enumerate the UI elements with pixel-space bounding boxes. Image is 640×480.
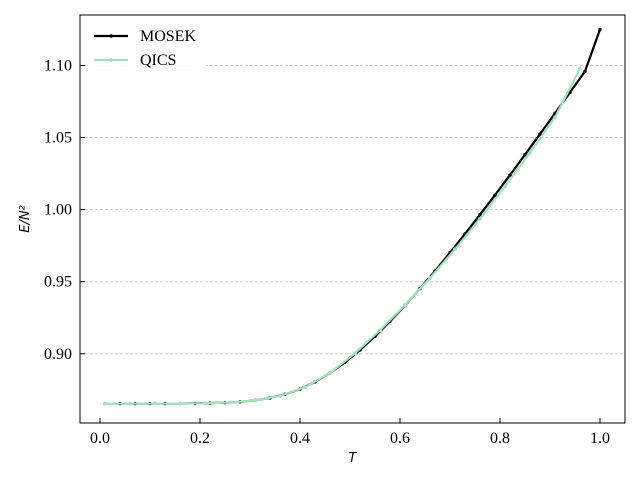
data-point (403, 303, 407, 307)
legend-item-qics: QICS (94, 52, 176, 69)
x-tick-label: 0.2 (190, 430, 210, 447)
data-point (103, 401, 107, 406)
plot-frame (79, 14, 626, 424)
grid-lines (80, 65, 625, 355)
data-point (178, 401, 182, 406)
y-tick-label: 1.10 (44, 57, 72, 74)
data-point (598, 27, 602, 32)
legend-background (86, 22, 206, 72)
data-point (228, 400, 232, 405)
x-axis: 0.0 0.2 0.4 0.6 0.8 1.0 (90, 418, 610, 447)
series-line (103, 67, 582, 405)
legend-swatch-marker (109, 34, 113, 38)
x-axis-label: T (349, 451, 358, 466)
data-point (453, 247, 457, 252)
y-tick-label: 1.00 (44, 202, 72, 219)
data-point (478, 212, 482, 217)
y-tick-label: 0.90 (44, 346, 72, 363)
legend-label: QICS (140, 52, 176, 69)
data-point (523, 153, 527, 157)
x-tick-label: 0.4 (290, 430, 310, 447)
data-point (428, 276, 432, 280)
series-line (103, 28, 602, 405)
legend-swatch-marker (109, 58, 113, 62)
data-point (378, 328, 382, 333)
data-point (328, 371, 332, 375)
data-point (583, 69, 587, 74)
data-point (278, 393, 282, 398)
data-point (508, 173, 512, 177)
legend-label: MOSEK (140, 28, 196, 45)
x-tick-label: 1.0 (590, 430, 610, 447)
x-tick-label: 0.8 (490, 430, 510, 447)
data-point (493, 193, 497, 197)
series-layer (103, 27, 602, 406)
data-point (553, 115, 557, 120)
y-axis-label: E/N² (18, 205, 33, 233)
data-point (128, 401, 132, 406)
x-tick-label: 0.0 (90, 430, 110, 447)
y-tick-label: 0.95 (44, 274, 72, 291)
data-point (503, 184, 507, 189)
series-qics (103, 66, 582, 406)
data-point (528, 150, 532, 155)
series-mosek (103, 27, 602, 406)
data-point (303, 385, 307, 390)
data-point (578, 66, 582, 71)
data-point (153, 401, 157, 406)
y-axis: 0.90 0.95 1.00 1.05 1.10 (44, 57, 85, 363)
data-point (253, 398, 257, 403)
x-tick-label: 0.6 (390, 430, 410, 447)
data-point (538, 132, 542, 136)
legend: MOSEK QICS (86, 22, 206, 72)
data-point (203, 401, 207, 406)
y-tick-label: 1.05 (44, 130, 72, 147)
legend-item-mosek: MOSEK (94, 28, 196, 45)
data-point (353, 351, 357, 356)
data-point (478, 216, 482, 221)
